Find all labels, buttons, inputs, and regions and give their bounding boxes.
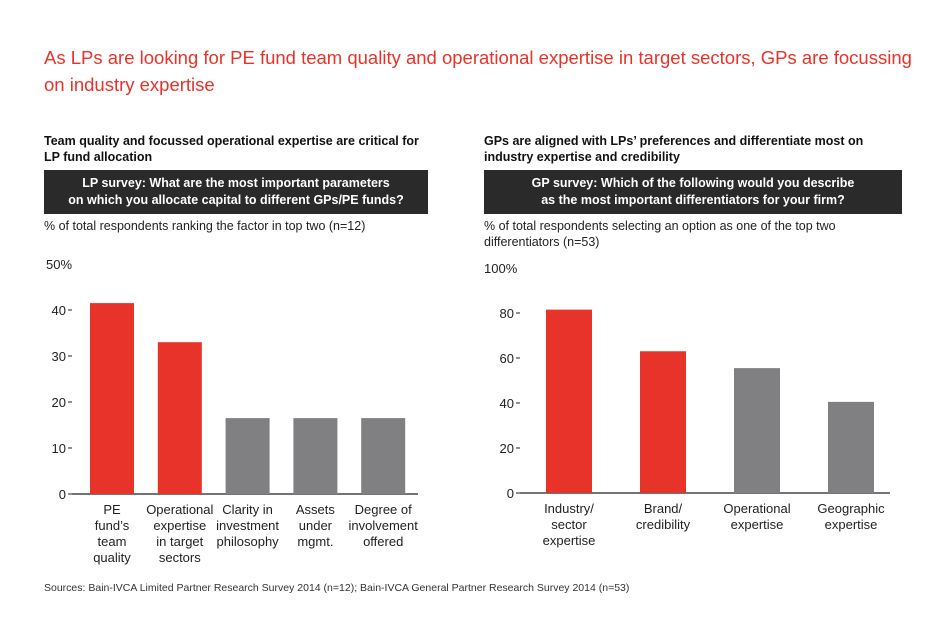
gp-category-label: Brand/credibility [636, 501, 691, 532]
lp-category-label: Assets under mgmt. [296, 502, 336, 549]
gp-category-label-line: expertise [825, 517, 878, 532]
right-banner-text: GP survey: Which of the following would … [531, 176, 855, 207]
gp-category-label: Industry/sector expertise [543, 501, 596, 548]
lp-category-label: Operational expertise in target sectors [146, 502, 213, 565]
lp-category-label-line: PE [103, 502, 121, 517]
gp-category-label: Operational expertise [723, 501, 790, 532]
lp-category-label-line: involvement [349, 518, 419, 533]
gp-category-label-line: sector [551, 517, 587, 532]
gp-category-label-line: Operational [723, 501, 790, 516]
gp-bar [640, 351, 686, 493]
lp-category-label-line: expertise [153, 518, 206, 533]
headline: As LPs are looking for PE fund team qual… [44, 47, 912, 95]
lp-bar [293, 418, 338, 494]
gp-category-label-line: Geographic [817, 501, 885, 516]
lp-category-label-line: sectors [159, 550, 201, 565]
lp-ytick-label: 10 [52, 441, 66, 456]
lp-category-label-line: fund’s [95, 518, 130, 533]
lp-category-label: PE fund’s team quality [93, 502, 131, 565]
lp-category-label-line: mgmt. [297, 534, 333, 549]
lp-category-label-line: in target [156, 534, 203, 549]
gp-bar [546, 309, 592, 493]
lp-bar [225, 418, 270, 494]
lp-category-label: Degree of involvement offered [349, 502, 419, 549]
lp-category-label-line: quality [93, 550, 131, 565]
gp-ytick-label: 20 [500, 441, 514, 456]
left-subtitle: Team quality and focussed operational ex… [44, 134, 419, 164]
gp-ytick-label: 80 [500, 306, 514, 321]
lp-ytick-label: 0 [59, 487, 66, 502]
gp-category-label-line: Brand/ [644, 501, 683, 516]
gp-category-label: Geographic expertise [817, 501, 885, 532]
lp-ytick-label: 20 [52, 395, 66, 410]
gp-category-label-line: expertise [543, 533, 596, 548]
lp-category-label-line: under [299, 518, 333, 533]
lp-ytick-label: 40 [52, 303, 66, 318]
lp-category-label-line: Clarity in [222, 502, 273, 517]
lp-category-label-line: Assets [296, 502, 336, 517]
gp-category-label-line: expertise [731, 517, 784, 532]
lp-bar [157, 342, 202, 494]
left-note: % of total respondents ranking the facto… [44, 219, 366, 233]
lp-category-label-line: team [98, 534, 127, 549]
left-banner-text: LP survey: What are the most important p… [68, 176, 404, 207]
right-subtitle: GPs are aligned with LPs’ preferences an… [484, 134, 864, 164]
sources-footnote: Sources: Bain-IVCA Limited Partner Resea… [44, 582, 630, 594]
gp-bar [734, 368, 780, 493]
gp-ytick-label: 60 [500, 351, 514, 366]
lp-category-label-line: Operational [146, 502, 213, 517]
gp-category-label-line: Industry/ [544, 501, 594, 516]
lp-category-label-line: philosophy [217, 534, 280, 549]
lp-category-label-line: investment [216, 518, 279, 533]
gp-ytop-label: 100% [484, 261, 518, 276]
lp-bar [90, 303, 134, 494]
lp-category-label: Clarity in investment philosophy [216, 502, 279, 549]
lp-bar [361, 418, 406, 494]
right-note: % of total respondents selecting an opti… [484, 219, 836, 249]
lp-ytop-label: 50% [46, 257, 72, 272]
lp-category-label-line: Degree of [355, 502, 412, 517]
lp-ytick-label: 30 [52, 349, 66, 364]
lp-category-label-line: offered [363, 534, 403, 549]
left-banner: LP survey: What are the most important p… [44, 170, 428, 214]
gp-bar [828, 401, 874, 493]
right-banner: GP survey: Which of the following would … [484, 170, 902, 214]
gp-ytick-label: 0 [507, 486, 514, 501]
gp-category-label-line: credibility [636, 517, 691, 532]
gp-ytick-label: 40 [500, 396, 514, 411]
